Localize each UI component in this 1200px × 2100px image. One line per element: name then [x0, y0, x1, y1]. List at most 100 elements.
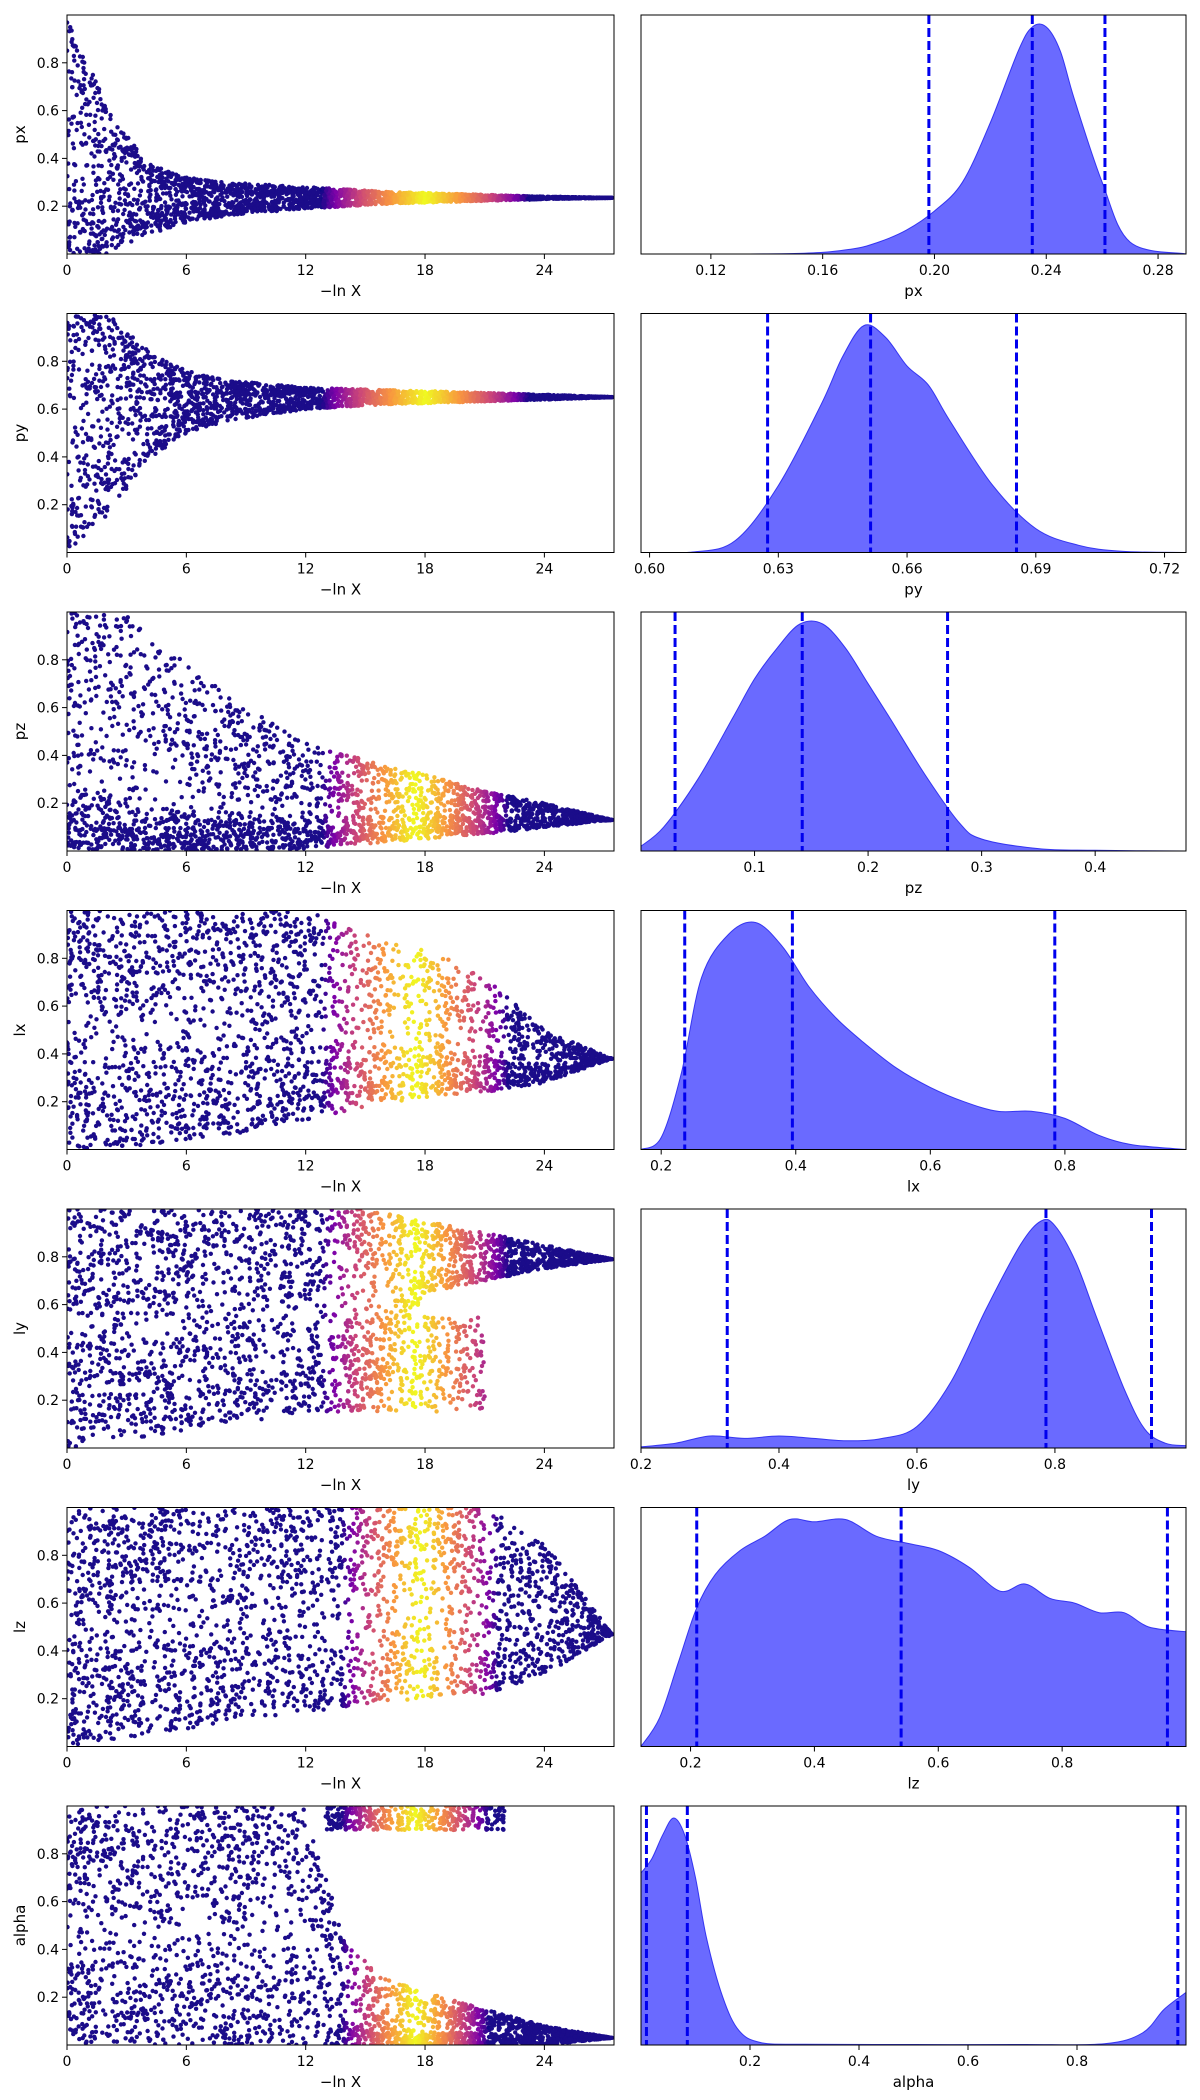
scatter-px — [67, 20, 614, 254]
scatter-px-point — [168, 219, 173, 224]
scatter-py-point — [153, 451, 158, 456]
scatter-px-point — [281, 203, 286, 209]
scatter-px-point — [221, 183, 226, 188]
scatter-px-point — [122, 155, 127, 160]
scatter-py-point — [185, 382, 190, 388]
scatter-px-point — [128, 145, 134, 150]
scatter-px-point — [153, 188, 158, 193]
scatter-py-point — [106, 477, 112, 482]
scatter-px-point — [99, 102, 104, 107]
scatter-px-point — [230, 203, 235, 208]
scatter-px-point — [142, 163, 147, 169]
scatter-px-point — [448, 199, 453, 204]
scatter-py-point — [117, 467, 122, 472]
scatter-px-point — [138, 218, 143, 223]
scatter-py-point — [111, 442, 116, 448]
scatter-py-point — [387, 388, 392, 393]
scatter-px-point — [138, 188, 144, 193]
scatter-py-point — [462, 391, 468, 396]
scatter-py-point — [93, 316, 99, 322]
scatter-py-point — [104, 406, 109, 411]
scatter-py-point — [85, 368, 90, 373]
scatter-py-point — [73, 338, 78, 344]
scatter-px-point — [85, 163, 90, 168]
scatter-px-point — [88, 112, 93, 118]
scatter-py-point — [104, 314, 109, 319]
scatter-px-point — [324, 188, 329, 193]
scatter-py-point — [141, 396, 146, 401]
scatter-px-point — [209, 185, 214, 190]
kde-px-xlabel: px — [904, 282, 923, 300]
scatter-px-point — [204, 190, 209, 195]
scatter-py-point — [68, 338, 73, 343]
scatter-px-point — [585, 195, 591, 200]
scatter-px-point — [198, 202, 203, 207]
scatter-py-point — [225, 398, 230, 403]
scatter-px-point — [136, 159, 141, 165]
scatter-py-point — [124, 353, 130, 358]
scatter-px-point — [133, 219, 139, 224]
scatter-px-point — [195, 191, 200, 196]
scatter-px-point — [475, 195, 480, 201]
scatter-py-point — [105, 417, 110, 422]
scatter-py-point — [135, 427, 140, 432]
scatter-px-point — [97, 149, 102, 154]
scatter-py-point — [291, 402, 297, 407]
scatter-py-point — [95, 389, 101, 394]
scatter-py-point — [126, 456, 131, 462]
scatter-px-point — [249, 192, 255, 197]
scatter-py-point — [331, 403, 336, 409]
scatter-py-point — [478, 390, 484, 396]
scatter-px-ylabel: px — [11, 125, 29, 144]
scatter-px-point — [72, 162, 77, 167]
scatter-px-point — [104, 251, 109, 254]
scatter-py-point — [225, 403, 231, 409]
scatter-px-point — [137, 205, 143, 211]
scatter-py-point — [225, 418, 230, 423]
scatter-py-point — [76, 367, 82, 372]
scatter-px-point — [136, 168, 142, 173]
scatter-px-point — [293, 204, 299, 210]
scatter-px-point — [134, 212, 139, 217]
scatter-px-point — [91, 81, 97, 87]
scatter-px-ytick-label-2: 0.6 — [37, 104, 59, 120]
scatter-px-point — [95, 205, 101, 210]
scatter-py-point — [119, 330, 124, 335]
scatter-px-point — [97, 139, 102, 145]
scatter-px-point — [90, 207, 96, 212]
scatter-px-point — [166, 185, 171, 191]
scatter-px-point — [67, 186, 72, 192]
scatter-px-point — [150, 204, 156, 210]
scatter-px-point — [314, 192, 320, 198]
scatter-py-point — [109, 328, 115, 333]
scatter-py-point — [106, 318, 112, 323]
scatter-py-point — [344, 391, 349, 397]
scatter-px-point — [102, 218, 107, 224]
scatter-py-point — [189, 400, 194, 405]
scatter-px-point — [225, 194, 230, 199]
scatter-py-point — [117, 420, 123, 425]
scatter-px-point — [70, 208, 75, 213]
scatter-px-point — [91, 164, 96, 169]
scatter-px-point — [147, 176, 153, 182]
scatter-py-point — [94, 488, 99, 493]
scatter-py-point — [97, 510, 103, 515]
scatter-py-point — [144, 376, 149, 381]
scatter-px-point — [70, 141, 76, 146]
scatter-py-point — [244, 401, 249, 407]
scatter-py-point — [115, 376, 121, 382]
scatter-py-point — [230, 395, 235, 400]
scatter-py-point — [154, 413, 159, 419]
scatter-px-point — [91, 95, 96, 101]
scatter-py-point — [119, 475, 124, 481]
scatter-py-point — [110, 363, 116, 368]
scatter-py-point — [71, 395, 77, 401]
scatter-py-point — [218, 380, 223, 386]
scatter-py-point — [67, 472, 70, 477]
scatter-py-point — [329, 400, 334, 405]
scatter-py-point — [226, 383, 231, 388]
scatter-py-point — [133, 412, 138, 418]
scatter-px-point — [99, 143, 104, 149]
scatter-py-point — [232, 403, 237, 408]
